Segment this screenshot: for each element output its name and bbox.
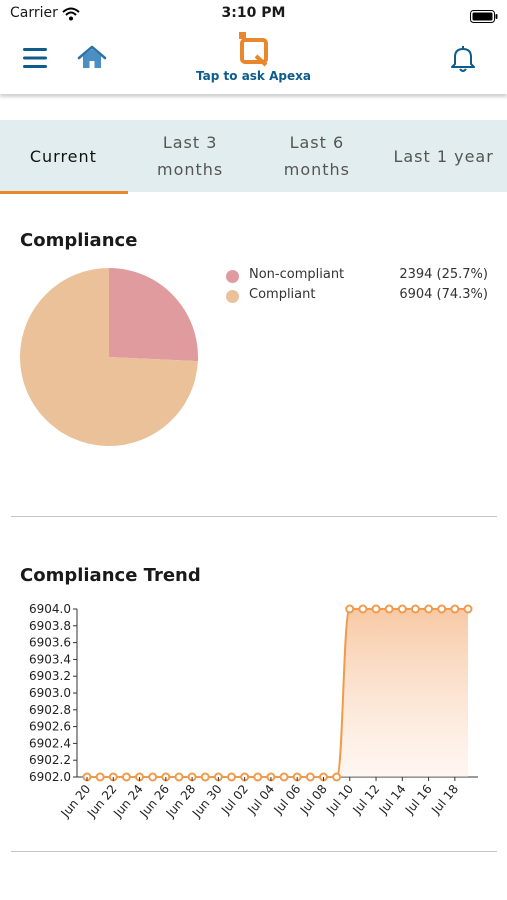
tab-last-3-months[interactable]: Last 3 months <box>127 120 254 192</box>
trend-data-point <box>358 604 368 614</box>
trend-data-point <box>148 772 158 782</box>
x-tick-label: Jul 02 <box>218 782 251 817</box>
x-tick-label: Jul 12 <box>349 782 382 817</box>
tab-current[interactable]: Current <box>0 120 128 194</box>
legend-value-compliant: 6904 (74.3%) <box>399 287 488 302</box>
trend-data-point <box>332 772 342 782</box>
trend-data-point <box>410 604 420 614</box>
y-tick-label: 6903.2 <box>29 669 71 683</box>
apexa-logo-icon <box>238 32 268 67</box>
legend-value-non-compliant: 2394 (25.7%) <box>399 267 488 282</box>
y-tick-label: 6902.6 <box>29 720 71 734</box>
trend-data-point <box>450 604 460 614</box>
trend-data-point <box>227 772 237 782</box>
trend-data-point <box>437 604 447 614</box>
tab-last-1-year-label: Last 1 year <box>393 146 494 166</box>
trend-area-fill <box>336 609 468 777</box>
x-tick-label: Jul 18 <box>428 782 461 817</box>
compliance-trend-chart: 6902.0 6902.2 6902.4 6902.6 6902.8 6903.0 6903… <box>29 602 478 821</box>
legend-label-non-compliant: Non-compliant <box>249 267 345 282</box>
hamburger-menu-icon[interactable] <box>22 46 48 70</box>
trend-data-point <box>384 604 394 614</box>
trend-data-point <box>200 772 210 782</box>
trend-data-point <box>95 772 105 782</box>
trend-data-point <box>253 772 263 782</box>
trend-data-point <box>279 772 289 782</box>
trend-data-point <box>371 604 381 614</box>
wifi-icon <box>62 6 80 25</box>
trend-data-point <box>345 604 355 614</box>
y-tick-label: 6902.2 <box>29 753 71 767</box>
status-bar: Carrier 3:10 PM <box>0 0 507 28</box>
x-tick-label: Jul 04 <box>244 782 277 817</box>
tab-last-6-months-label: Last 6 months <box>283 133 350 179</box>
compliance-legend: Non-compliant 2394 (25.7%) Compliant 690… <box>226 266 488 306</box>
home-icon[interactable] <box>77 44 107 72</box>
legend-item-non-compliant: Non-compliant 2394 (25.7%) <box>226 266 488 286</box>
app-header: Tap to ask Apexa <box>0 28 507 94</box>
pie-slice-compliant <box>20 268 198 446</box>
trend-data-point <box>463 604 473 614</box>
x-tick-label: Jul 16 <box>402 782 435 817</box>
compliance-title: Compliance <box>20 230 138 251</box>
tab-last-6-months[interactable]: Last 6 months <box>254 120 381 192</box>
x-tick-label: Jul 14 <box>376 782 409 817</box>
legend-swatch-compliant <box>226 290 239 303</box>
y-tick-label: 6904.0 <box>29 602 71 616</box>
tab-current-label: Current <box>29 146 97 166</box>
ask-apexa-button[interactable]: Tap to ask Apexa <box>180 30 327 92</box>
y-tick-label: 6903.4 <box>29 652 71 666</box>
legend-swatch-non-compliant <box>226 270 239 283</box>
y-tick-label: 6903.0 <box>29 686 71 700</box>
clock-time: 3:10 PM <box>221 5 286 21</box>
y-tick-label: 6902.0 <box>29 770 71 784</box>
trend-data-point <box>174 772 184 782</box>
trend-data-point <box>121 772 131 782</box>
section-divider <box>11 516 497 517</box>
tab-last-1-year[interactable]: Last 1 year <box>380 120 507 192</box>
x-tick-label: Jul 10 <box>323 782 356 817</box>
compliance-pie-chart <box>20 268 198 446</box>
legend-label-compliant: Compliant <box>249 287 316 302</box>
ask-apexa-label: Tap to ask Apexa <box>196 69 311 83</box>
legend-item-compliant: Compliant 6904 (74.3%) <box>226 286 488 306</box>
notification-bell-icon[interactable] <box>449 44 477 74</box>
y-tick-label: 6903.6 <box>29 636 71 650</box>
period-tabs: Current Last 3 months Last 6 months Last… <box>0 120 507 194</box>
battery-icon <box>470 8 498 27</box>
tab-last-3-months-label: Last 3 months <box>156 133 224 179</box>
trend-data-point <box>424 604 434 614</box>
y-tick-label: 6902.4 <box>29 736 71 750</box>
pie-slice-non-compliant <box>109 268 198 362</box>
carrier-label: Carrier <box>10 5 58 21</box>
section-divider-bottom <box>11 851 497 852</box>
trend-data-point <box>305 772 315 782</box>
x-tick-label: Jul 08 <box>297 782 330 817</box>
compliance-trend-title: Compliance Trend <box>20 565 201 586</box>
x-tick-label: Jul 06 <box>271 782 304 817</box>
trend-data-point <box>397 604 407 614</box>
y-tick-label: 6902.8 <box>29 703 71 717</box>
y-tick-label: 6903.8 <box>29 619 71 633</box>
